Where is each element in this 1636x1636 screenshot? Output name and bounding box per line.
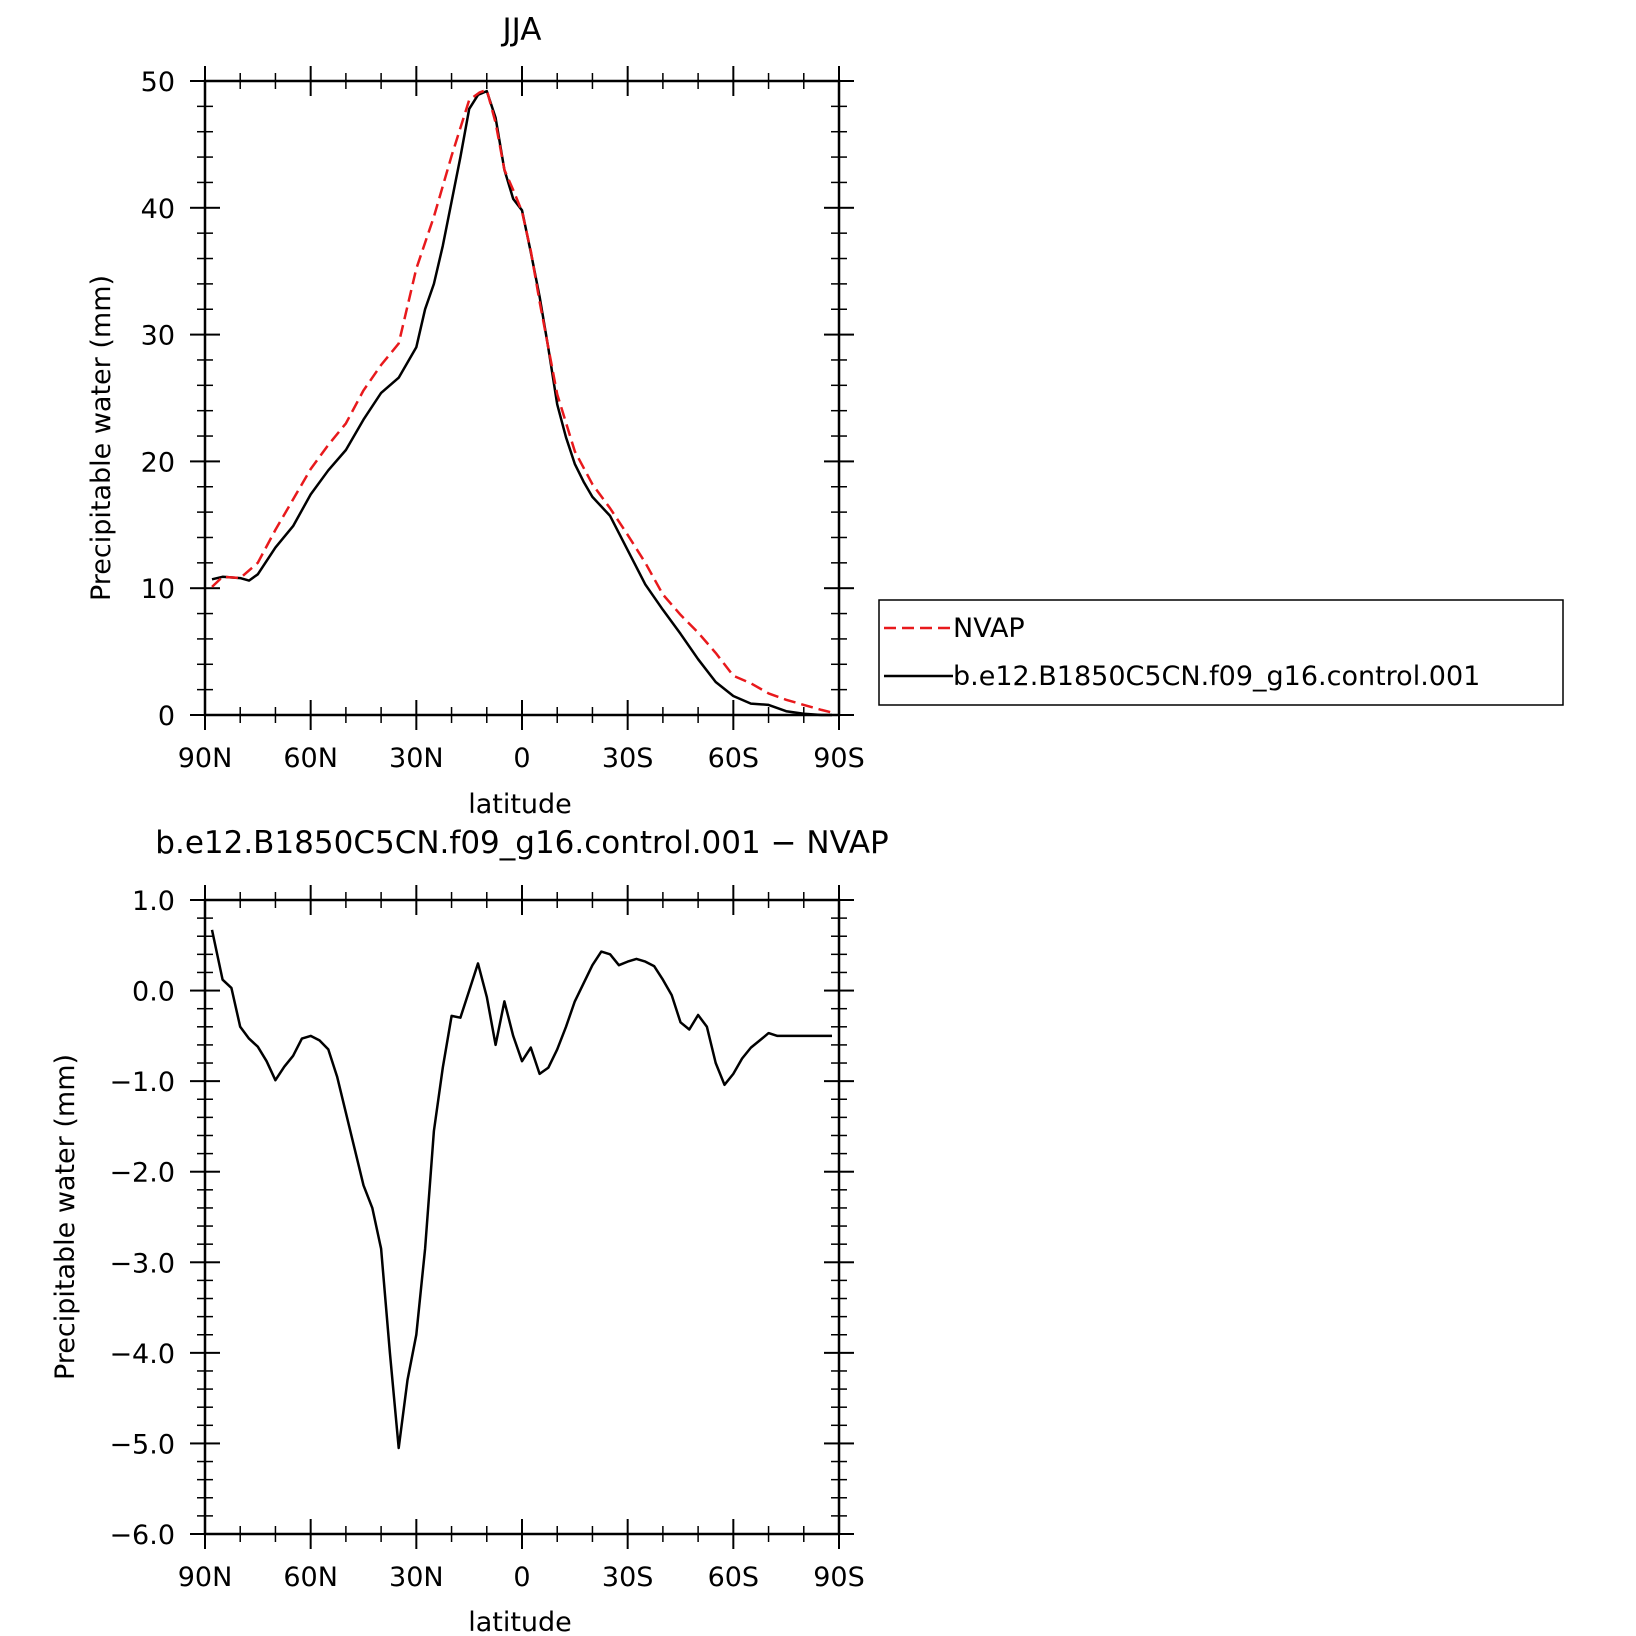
bottom-y-tick-label: 0.0	[132, 977, 175, 1008]
bottom-chart-title: b.e12.B1850C5CN.f09_g16.control.001 − NV…	[155, 825, 888, 861]
bottom-x-tick-label: 60N	[283, 1562, 338, 1593]
bottom-y-tick-label: −4.0	[109, 1339, 175, 1370]
top-plot-frame	[203, 79, 841, 717]
bottom-x-axis-label: latitude	[468, 1607, 572, 1636]
top-series-line-0	[211, 88, 833, 714]
top-x-tick-label: 90S	[813, 743, 865, 774]
bottom-ticks	[190, 885, 854, 1549]
top-y-tick-label: 10	[141, 574, 175, 605]
top-x-tick-label: 30S	[602, 743, 654, 774]
top-y-tick-label: 0	[158, 701, 175, 732]
top-ticks	[190, 66, 854, 730]
bottom-plot-frame	[203, 898, 841, 1536]
legend-model-label: b.e12.B1850C5CN.f09_g16.control.001	[953, 661, 1480, 692]
top-y-tick-label: 50	[141, 67, 175, 98]
top-x-tick-label: 60S	[708, 743, 760, 774]
top-x-axis-label: latitude	[468, 789, 572, 820]
top-series-lines	[211, 88, 833, 717]
bottom-x-tick-label: 90N	[178, 1562, 233, 1593]
top-x-tick-label: 0	[513, 743, 530, 774]
bottom-series-line-0	[210, 929, 832, 1450]
top-x-tick-label: 90N	[178, 743, 233, 774]
top-y-tick-label: 40	[141, 194, 175, 225]
bottom-y-tick-label: −6.0	[109, 1520, 175, 1551]
top-panel: JJA Precipitable water (mm) latitude 90N…	[86, 12, 865, 820]
bottom-y-axis-label: Precipitable water (mm)	[50, 1054, 81, 1380]
bottom-x-tick-label: 0	[513, 1562, 530, 1593]
top-series-line-1	[211, 89, 832, 717]
bottom-panel: b.e12.B1850C5CN.f09_g16.control.001 − NV…	[50, 825, 889, 1636]
legend-nvap-label: NVAP	[953, 613, 1025, 644]
bottom-y-tick-label: −5.0	[109, 1429, 175, 1460]
top-y-axis-label-group: Precipitable water (mm)	[86, 275, 117, 601]
top-y-tick-label: 20	[141, 447, 175, 478]
bottom-y-tick-label: −3.0	[109, 1248, 175, 1279]
bottom-y-tick-label: 1.0	[132, 886, 175, 917]
top-chart-title: JJA	[501, 12, 542, 48]
bottom-x-tick-label: 30S	[602, 1562, 654, 1593]
bottom-y-axis-label-group: Precipitable water (mm)	[50, 1054, 81, 1380]
bottom-series-lines	[210, 929, 832, 1450]
bottom-tick-labels: 90N 60N 30N 0 30S 60S 90S 1.0 0.0 −1.0 −2.0 −3.0 −4.…	[109, 886, 864, 1593]
legend-box	[878, 599, 1564, 706]
top-x-tick-label: 60N	[283, 743, 338, 774]
legend: NVAP b.e12.B1850C5CN.f09_g16.control.001	[878, 599, 1564, 706]
bottom-y-tick-label: −1.0	[109, 1067, 175, 1098]
top-y-axis-label: Precipitable water (mm)	[86, 275, 117, 601]
bottom-x-tick-label: 90S	[813, 1562, 865, 1593]
top-x-tick-label: 30N	[389, 743, 444, 774]
bottom-x-tick-label: 60S	[708, 1562, 760, 1593]
top-tick-labels: 90N 60N 30N 0 30S 60S 90S 0 10 20 30 40 50	[141, 67, 865, 774]
bottom-x-tick-label: 30N	[389, 1562, 444, 1593]
top-y-tick-label: 30	[141, 321, 175, 352]
bottom-y-tick-label: −2.0	[109, 1158, 175, 1189]
